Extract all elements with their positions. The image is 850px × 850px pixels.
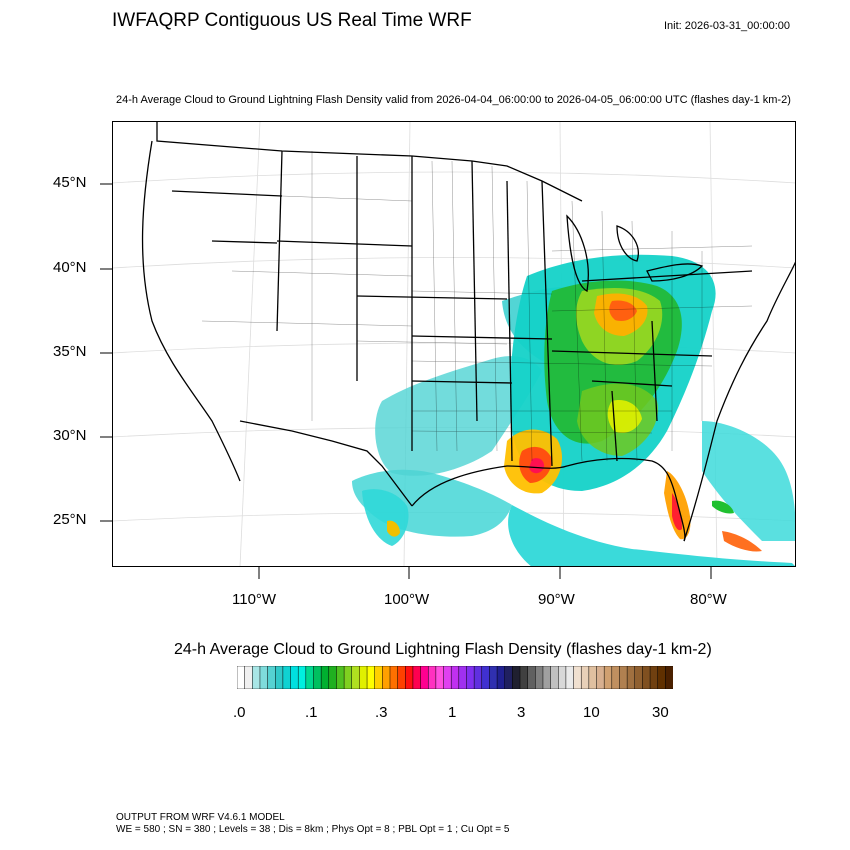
colorbar-swatch: [665, 666, 673, 689]
colorbar-swatch: [481, 666, 490, 689]
colorbar-swatch: [527, 666, 536, 689]
colorbar-swatch: [450, 666, 460, 689]
county-boundaries: [201, 151, 753, 462]
model-config-line: WE = 580 ; SN = 380 ; Levels = 38 ; Dis …: [116, 824, 510, 835]
lon-label: 90°W: [538, 591, 575, 608]
lightning-density-field: [352, 254, 796, 567]
colorbar-swatch: [535, 666, 544, 689]
colorbar-swatch: [328, 666, 337, 689]
colorbar-swatch: [649, 666, 659, 689]
colorbar-tick-label: .3: [375, 704, 388, 721]
lon-label: 110°W: [232, 591, 277, 608]
colorbar-swatch: [320, 666, 330, 689]
lon-ticks: [258, 567, 712, 579]
colorbar-swatch: [626, 666, 636, 689]
colorbar-swatch: [389, 666, 399, 689]
init-time: Init: 2026-03-31_00:00:00: [664, 20, 790, 32]
colorbar-swatch: [412, 666, 422, 689]
colorbar-swatch: [427, 666, 437, 689]
colorbar-swatch: [275, 666, 284, 689]
colorbar-swatch: [374, 666, 383, 689]
colorbar-tick-label: 30: [652, 704, 669, 721]
colorbar-swatch: [603, 666, 613, 689]
colorbar-swatch: [237, 666, 246, 689]
colorbar-swatch: [565, 666, 575, 689]
colorbar-swatch: [573, 666, 582, 689]
colorbar-swatch: [596, 666, 605, 689]
colorbar-swatch: [611, 666, 621, 689]
colorbar-swatch: [351, 666, 360, 689]
colorbar-swatch: [489, 666, 498, 689]
colorbar-swatch: [496, 666, 506, 689]
map-frame: [111, 120, 797, 568]
colorbar-swatch: [297, 666, 307, 689]
lat-label: 25°N: [53, 511, 87, 528]
colorbar-swatch: [657, 666, 666, 689]
colorbar-swatch: [558, 666, 567, 689]
colorbar-tick-label: 10: [583, 704, 600, 721]
lat-label: 30°N: [53, 427, 87, 444]
colorbar-swatch: [420, 666, 429, 689]
colorbar-swatch: [290, 666, 299, 689]
colorbar-swatch: [458, 666, 468, 689]
lon-label: 80°W: [690, 591, 727, 608]
colorbar-swatch: [504, 666, 513, 689]
map-title: IWFAQRP Contiguous US Real Time WRF: [112, 10, 472, 31]
colorbar: [237, 666, 673, 689]
colorbar-swatch: [435, 666, 445, 689]
colorbar-tick-label: .0: [233, 704, 246, 721]
colorbar-swatch: [252, 666, 261, 689]
colorbar-tick-label: .1: [305, 704, 318, 721]
colorbar-swatch: [588, 666, 598, 689]
colorbar-swatch: [244, 666, 253, 689]
colorbar-swatch: [366, 666, 376, 689]
lon-label: 100°W: [384, 591, 430, 608]
colorbar-swatch: [634, 666, 643, 689]
lat-ticks: [100, 183, 112, 522]
colorbar-swatch: [466, 666, 475, 689]
map-subtitle: 24-h Average Cloud to Ground Lightning F…: [116, 94, 791, 106]
map-canvas: [111, 120, 797, 568]
colorbar-swatch: [282, 666, 292, 689]
model-info-line: OUTPUT FROM WRF V4.6.1 MODEL: [116, 812, 285, 823]
colorbar-swatch: [305, 666, 315, 689]
colorbar-swatch: [313, 666, 322, 689]
colorbar-swatch: [343, 666, 353, 689]
colorbar-swatch: [550, 666, 559, 689]
lat-label: 40°N: [53, 259, 87, 276]
map-border: [112, 121, 796, 567]
colorbar-swatch: [519, 666, 529, 689]
colorbar-swatch: [336, 666, 345, 689]
colorbar-swatch: [580, 666, 590, 689]
colorbar-title: 24-h Average Cloud to Ground Lightning F…: [174, 641, 712, 658]
colorbar-swatch: [542, 666, 552, 689]
colorbar-swatch: [473, 666, 483, 689]
colorbar-swatch: [359, 666, 368, 689]
colorbar-tick-label: 1: [448, 704, 457, 721]
colorbar-swatch: [642, 666, 651, 689]
colorbar-swatch: [443, 666, 452, 689]
colorbar-swatch: [405, 666, 414, 689]
lat-label: 45°N: [53, 174, 87, 191]
colorbar-swatch: [397, 666, 406, 689]
colorbar-swatch: [512, 666, 521, 689]
lat-label: 35°N: [53, 343, 87, 360]
colorbar-swatch: [267, 666, 276, 689]
state-boundaries: [141, 121, 797, 542]
colorbar-swatch: [259, 666, 269, 689]
colorbar-tick-label: 3: [517, 704, 526, 721]
colorbar-swatch: [619, 666, 628, 689]
colorbar-swatch: [382, 666, 391, 689]
